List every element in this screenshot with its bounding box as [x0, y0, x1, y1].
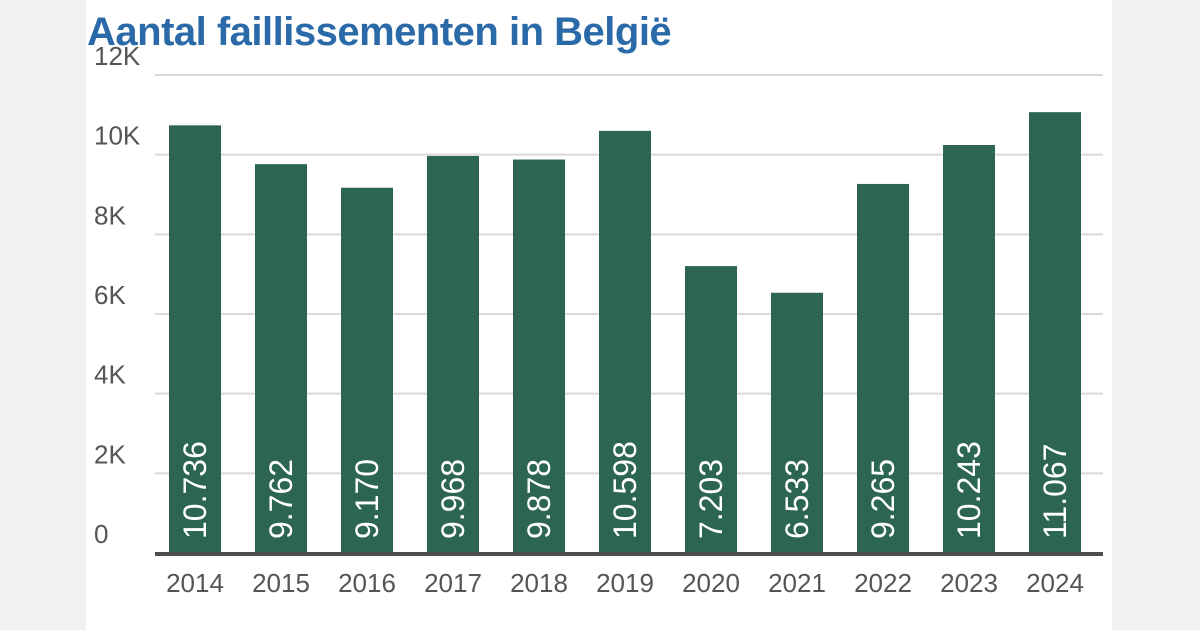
x-tick-label: 2017 — [424, 568, 482, 598]
x-tick-label: 2018 — [510, 568, 568, 598]
y-tick-label: 8K — [94, 200, 126, 230]
value-label: 10.243 — [951, 441, 987, 539]
value-label: 7.203 — [693, 459, 729, 539]
value-labels: 10.736 9.762 9.170 9.968 9.878 10.598 7.203 6.5… — [177, 441, 1073, 539]
x-tick-label: 2019 — [596, 568, 654, 598]
y-tick-label: 12K — [94, 41, 141, 71]
y-tick-label: 0 — [94, 519, 108, 549]
x-tick-label: 2020 — [682, 568, 740, 598]
x-tick-label: 2016 — [338, 568, 396, 598]
bar — [341, 187, 393, 553]
value-label: 11.067 — [1037, 444, 1073, 540]
x-tick-label: 2014 — [166, 568, 224, 598]
y-tick-label: 10K — [94, 121, 141, 151]
value-label: 9.170 — [349, 459, 385, 539]
x-tick-label: 2021 — [768, 568, 826, 598]
value-label: 9.968 — [435, 459, 471, 539]
value-label: 9.762 — [263, 459, 299, 539]
chart-title: Aantal faillissementen in België — [87, 10, 672, 54]
bar — [599, 130, 651, 554]
x-tick-label: 2024 — [1026, 568, 1084, 598]
x-tick-label: 2022 — [854, 568, 912, 598]
value-label: 10.736 — [177, 441, 213, 539]
x-axis-ticks: 2014 2015 2016 2017 2018 2019 2020 2021 2022 2023… — [166, 568, 1084, 598]
bar — [943, 144, 995, 553]
y-axis-ticks: 0 2K 4K 6K 8K 10K 12K — [94, 41, 141, 549]
y-tick-label: 4K — [94, 360, 126, 390]
bar — [685, 266, 737, 553]
x-tick-label: 2023 — [940, 568, 998, 598]
bar — [255, 164, 307, 553]
x-tick-label: 2015 — [252, 568, 310, 598]
bar — [771, 292, 823, 553]
y-tick-label: 2K — [94, 439, 126, 469]
bars — [169, 112, 1081, 554]
bar — [1029, 112, 1081, 554]
bar — [857, 183, 909, 554]
value-label: 10.598 — [607, 441, 643, 539]
value-label: 9.265 — [865, 459, 901, 539]
value-label: 6.533 — [779, 459, 815, 539]
bar — [513, 159, 565, 553]
y-tick-label: 6K — [94, 280, 126, 310]
bar — [427, 155, 479, 553]
bar — [169, 125, 221, 553]
value-label: 9.878 — [521, 459, 557, 539]
